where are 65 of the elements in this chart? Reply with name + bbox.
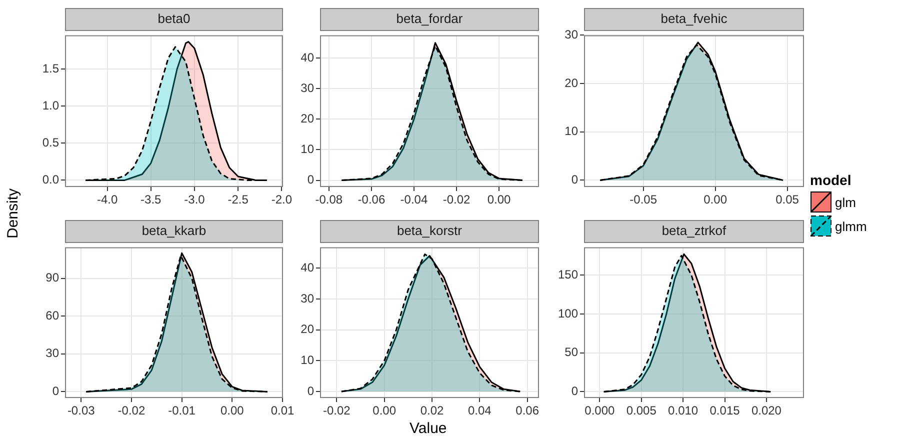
y-tick-label: 0	[307, 384, 314, 398]
y-tick-label: 90	[46, 270, 60, 285]
x-tick-label: 0.00	[372, 404, 396, 418]
x-tick-label: -0.01	[168, 404, 196, 418]
y-tick-label: 1.5	[42, 61, 60, 76]
x-tick-label: -4.0	[96, 192, 118, 207]
y-tick-label: 0	[52, 384, 60, 398]
y-tick-label: 0.5	[42, 135, 60, 150]
legend-label: glm	[835, 194, 856, 210]
x-tick-label: 0.000	[584, 404, 616, 418]
x-tick-label: -2.0	[271, 192, 292, 207]
legend-label: glmm	[835, 218, 867, 234]
y-tick-label: 30	[564, 28, 578, 42]
chart-title: beta_ztrkof	[584, 220, 804, 243]
y-tick-label: 30	[300, 80, 314, 95]
x-tick-label: 0.04	[468, 404, 492, 418]
y-tick-label: 0.0	[42, 172, 60, 186]
x-tick-label: -0.02	[118, 404, 146, 418]
x-tick-label: -0.05	[630, 192, 658, 207]
y-tick-label: 150	[558, 267, 578, 282]
y-tick-label: 0	[571, 384, 578, 398]
y-tick-label: 20	[564, 76, 578, 90]
x-tick-label: -0.04	[400, 192, 428, 207]
chart-title: beta_korstr	[320, 220, 539, 243]
y-tick-label: 10	[300, 353, 314, 367]
y-tick-label: 20	[300, 322, 314, 336]
y-tick-label: 50	[564, 345, 578, 360]
y-tick-label: 0	[307, 172, 314, 187]
y-tick-label: 30	[46, 346, 60, 360]
x-tick-label: 0.00	[487, 192, 512, 207]
x-tick-label: 0.020	[751, 404, 782, 418]
x-tick-label: -0.03	[67, 404, 96, 418]
x-tick-label: 0.00	[704, 192, 728, 207]
y-tick-label: 100	[558, 306, 578, 320]
chart-title: beta_fvehic	[584, 8, 804, 31]
chart-title: beta0	[65, 8, 283, 31]
x-tick-label: 0.005	[626, 404, 657, 418]
y-tick-label: 20	[300, 112, 314, 126]
x-tick-label: -0.02	[442, 192, 470, 207]
y-tick-label: 40	[300, 260, 314, 274]
y-tick-label: 0	[571, 172, 578, 187]
y-tick-label: 1.0	[42, 98, 60, 112]
x-tick-label: 0.02	[420, 404, 444, 418]
x-tick-label: -3.5	[140, 192, 162, 207]
x-tick-label: 0.015	[710, 404, 740, 418]
legend-title: model	[810, 172, 852, 188]
x-tick-label: -0.08	[315, 192, 343, 207]
x-tick-label: 0.00	[220, 404, 244, 418]
x-tick-label: 0.06	[516, 404, 540, 418]
y-tick-label: 10	[564, 124, 578, 138]
x-tick-label: -2.5	[228, 192, 249, 207]
x-tick-label: 0.01	[270, 404, 294, 418]
y-tick-label: 60	[46, 308, 60, 322]
y-tick-label: 40	[300, 50, 314, 64]
x-tick-label: -0.02	[323, 404, 351, 418]
x-tick-label: 0.05	[776, 192, 800, 207]
chart-title: beta_kkarb	[65, 220, 283, 243]
y-axis-title: Density	[4, 188, 22, 239]
x-tick-label: 0.010	[668, 404, 698, 418]
chart-title: beta_fordar	[320, 8, 539, 31]
x-axis-title: Value	[410, 420, 447, 437]
y-tick-label: 30	[300, 291, 314, 306]
y-tick-label: 10	[300, 142, 314, 156]
x-tick-label: -0.06	[358, 192, 386, 207]
x-tick-label: -3.0	[184, 192, 206, 207]
